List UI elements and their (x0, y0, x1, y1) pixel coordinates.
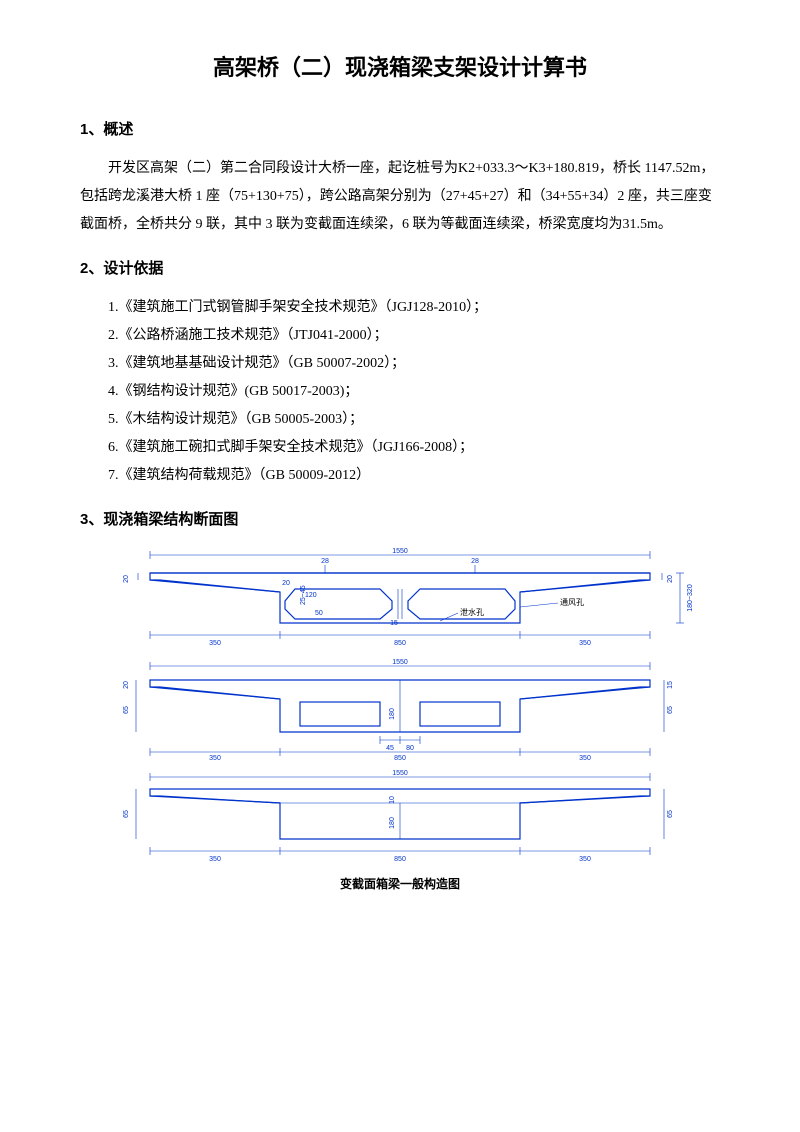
page-title: 高架桥（二）现浇箱梁支架设计计算书 (80, 50, 720, 82)
diagram-row-1: 1550 20 20 28 28 (80, 545, 720, 650)
svg-text:180~320: 180~320 (687, 584, 694, 612)
diagram-row-3: 1550 65 10 180 65 350 850 350 (80, 767, 720, 867)
ref-item: 1.《建筑施工门式钢管脚手架安全技术规范》（JGJ128-2010）； (80, 294, 720, 322)
svg-text:350: 350 (579, 856, 591, 863)
section1-paragraph: 开发区高架（二）第二合同段设计大桥一座，起讫桩号为K2+033.3～K3+180… (80, 155, 720, 239)
svg-text:28: 28 (321, 558, 329, 565)
svg-text:15: 15 (667, 681, 674, 689)
ref-item: 7.《建筑结构荷载规范》（GB 50009-2012） (80, 462, 720, 490)
diagram-row-2: 1550 20 65 180 15 65 (80, 656, 720, 761)
svg-text:850: 850 (394, 640, 406, 647)
ref-item: 4.《钢结构设计规范》(GB 50017-2003)； (80, 378, 720, 406)
svg-text:泄水孔: 泄水孔 (460, 607, 484, 617)
svg-text:28: 28 (471, 558, 479, 565)
svg-text:350: 350 (209, 856, 221, 863)
svg-text:1550: 1550 (392, 770, 408, 777)
svg-text:180: 180 (389, 708, 396, 720)
cross-section-diagrams: 1550 20 20 28 28 (80, 545, 720, 892)
svg-text:850: 850 (394, 755, 406, 761)
svg-text:1550: 1550 (392, 659, 408, 666)
svg-text:通风孔: 通风孔 (560, 597, 584, 607)
svg-text:20: 20 (123, 681, 130, 689)
reference-list: 1.《建筑施工门式钢管脚手架安全技术规范》（JGJ128-2010）； 2.《公… (80, 294, 720, 490)
svg-text:65: 65 (123, 810, 130, 818)
svg-text:10: 10 (389, 796, 396, 804)
svg-text:350: 350 (579, 640, 591, 647)
svg-text:350: 350 (579, 755, 591, 761)
svg-text:20: 20 (282, 580, 290, 587)
ref-item: 2.《公路桥涵施工技术规范》（JTJ041-2000）； (80, 322, 720, 350)
ref-item: 6.《建筑施工碗扣式脚手架安全技术规范》（JGJ166-2008）； (80, 434, 720, 462)
svg-text:25~45: 25~45 (300, 585, 307, 605)
svg-text:180: 180 (389, 817, 396, 829)
svg-text:15: 15 (390, 620, 398, 627)
svg-text:350: 350 (209, 755, 221, 761)
svg-text:65: 65 (667, 706, 674, 714)
svg-text:65: 65 (667, 810, 674, 818)
diagram-caption: 变截面箱梁一般构造图 (80, 875, 720, 892)
section3-heading: 3、现浇箱梁结构断面图 (80, 508, 720, 529)
section1-heading: 1、概述 (80, 118, 720, 139)
svg-text:65: 65 (123, 706, 130, 714)
svg-text:50: 50 (315, 610, 323, 617)
svg-text:20: 20 (667, 575, 674, 583)
ref-item: 3.《建筑地基基础设计规范》（GB 50007-2002）； (80, 350, 720, 378)
svg-text:850: 850 (394, 856, 406, 863)
svg-text:20: 20 (123, 575, 130, 583)
svg-text:80: 80 (406, 745, 414, 752)
svg-text:45: 45 (386, 745, 394, 752)
svg-text:1550: 1550 (392, 548, 408, 555)
svg-text:350: 350 (209, 640, 221, 647)
ref-item: 5.《木结构设计规范》（GB 50005-2003）； (80, 406, 720, 434)
section2-heading: 2、设计依据 (80, 257, 720, 278)
